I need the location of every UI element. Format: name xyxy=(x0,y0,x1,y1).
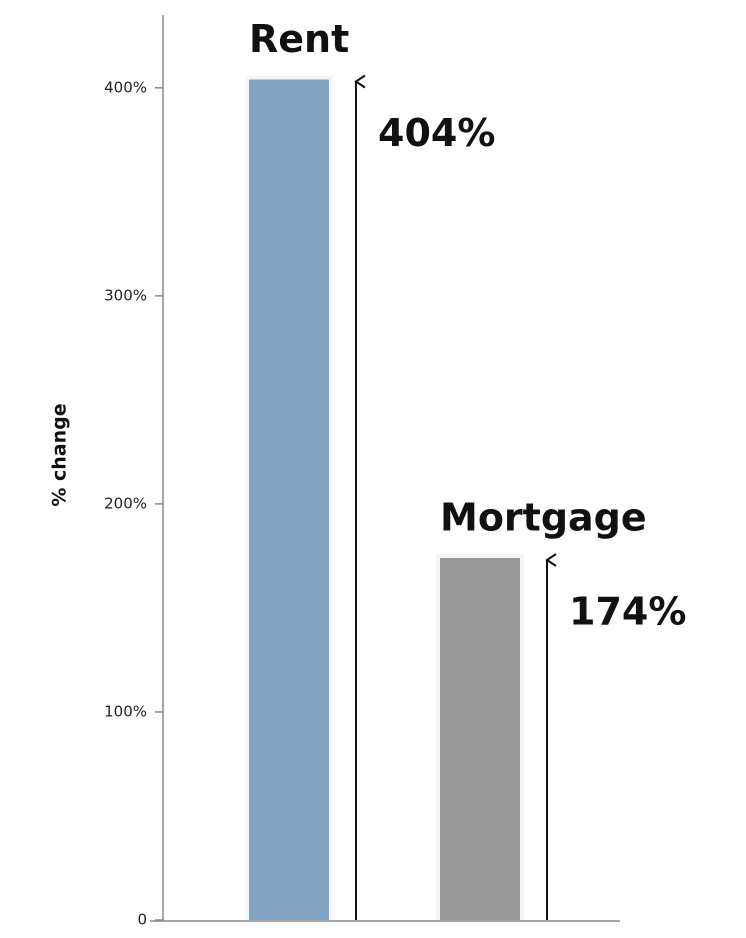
y-tick-label: 400% xyxy=(104,78,147,96)
y-tick-label: 300% xyxy=(104,286,147,304)
y-tick-label: 200% xyxy=(104,494,147,512)
value-label: 174% xyxy=(569,590,686,634)
bar xyxy=(440,558,520,920)
bar xyxy=(249,79,329,920)
y-tick-label: 100% xyxy=(104,702,147,720)
value-label: 404% xyxy=(378,111,495,155)
y-tick-label: 0 xyxy=(137,911,147,929)
category-label: Mortgage xyxy=(440,496,647,540)
category-label: Rent xyxy=(249,17,349,61)
y-axis-label: % change xyxy=(49,403,71,506)
